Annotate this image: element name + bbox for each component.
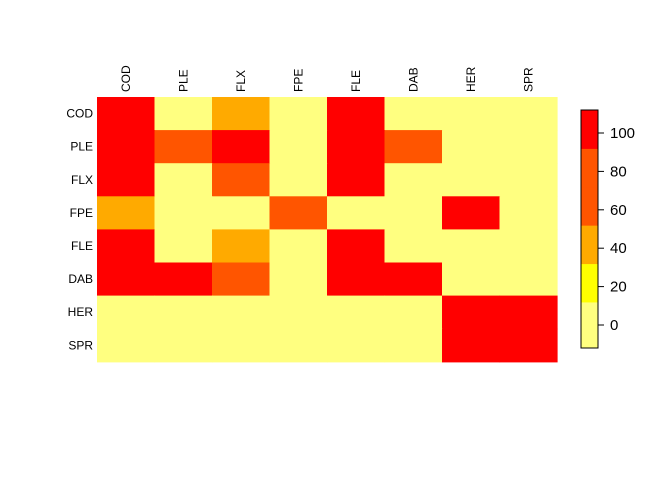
heatmap-cell-fle-ple: [154, 229, 213, 264]
row-label: FPE: [70, 206, 93, 220]
row-label: COD: [66, 107, 93, 121]
legend-tick-label: 60: [610, 202, 627, 219]
heatmap-cell-fpe-flx: [212, 196, 271, 230]
heatmap-cell-spr-fpe: [269, 328, 328, 363]
heatmap-cell-cod-spr: [499, 97, 558, 131]
heatmap-cell-ple-dab: [384, 130, 443, 164]
row-label: FLE: [71, 239, 93, 253]
heatmap-cell-her-fle: [327, 295, 386, 330]
legend-tick-label: 80: [610, 163, 627, 180]
heatmap-cell-fpe-ple: [154, 196, 213, 230]
legend-tick-label: 40: [610, 240, 627, 257]
column-label: FPE: [291, 69, 305, 92]
heatmap-cell-ple-flx: [212, 130, 271, 164]
heatmap-cells: [97, 97, 558, 363]
legend-tick-label: 0: [610, 317, 618, 334]
row-labels: COD PLE FLX FPE FLE DAB HER SPR: [66, 107, 93, 353]
heatmap-cell-fpe-fpe: [269, 196, 328, 230]
column-label: FLX: [234, 70, 248, 92]
heatmap-cell-dab-fle: [327, 262, 386, 297]
legend-tick-label: 20: [610, 279, 627, 296]
heatmap-cell-dab-flx: [212, 262, 271, 297]
heatmap-cell-flx-fpe: [269, 163, 328, 197]
column-label: FLE: [349, 70, 363, 92]
heatmap-cell-ple-fle: [327, 130, 386, 164]
legend-frame: [580, 109, 599, 349]
heatmap-cell-fpe-her: [442, 196, 501, 230]
legend-swatch: [581, 148, 598, 188]
column-label: DAB: [406, 67, 420, 92]
heatmap-cell-cod-fpe: [269, 97, 328, 131]
heatmap-cell-dab-fpe: [269, 262, 328, 297]
heatmap-cell-dab-cod: [97, 262, 156, 297]
heatmap-cell-fpe-fle: [327, 196, 386, 230]
heatmap-cell-fle-fpe: [269, 229, 328, 264]
legend-swatch: [581, 186, 598, 226]
heatmap-cell-her-spr: [499, 295, 558, 330]
heatmap-cell-her-ple: [154, 295, 213, 330]
heatmap-cell-flx-dab: [384, 163, 443, 197]
heatmap-cell-flx-fle: [327, 163, 386, 197]
column-label: SPR: [521, 67, 535, 92]
column-label: PLE: [176, 69, 190, 92]
heatmap-cell-her-dab: [384, 295, 443, 330]
heatmap-cell-ple-her: [442, 130, 501, 164]
heatmap-cell-spr-fle: [327, 328, 386, 363]
heatmap-cell-flx-her: [442, 163, 501, 197]
heatmap-cell-ple-fpe: [269, 130, 328, 164]
heatmap-cell-spr-flx: [212, 328, 271, 363]
column-label: COD: [119, 65, 133, 92]
row-label: HER: [68, 305, 94, 319]
heatmap-cell-fpe-dab: [384, 196, 443, 230]
heatmap-cell-ple-ple: [154, 130, 213, 164]
row-label: SPR: [68, 338, 93, 352]
heatmap-cell-cod-her: [442, 97, 501, 131]
heatmap-cell-flx-flx: [212, 163, 271, 197]
legend-swatch: [581, 225, 598, 265]
heatmap-cell-ple-cod: [97, 130, 156, 164]
heatmap-cell-her-flx: [212, 295, 271, 330]
legend-swatch: [581, 301, 598, 349]
heatmap-cell-fle-cod: [97, 229, 156, 264]
heatmap-cell-fle-flx: [212, 229, 271, 264]
heatmap-cell-cod-dab: [384, 97, 443, 131]
heatmap-cell-cod-ple: [154, 97, 213, 131]
legend-swatch: [581, 110, 598, 149]
heatmap-cell-spr-ple: [154, 328, 213, 363]
heatmap-cell-fle-her: [442, 229, 501, 264]
heatmap-cell-dab-ple: [154, 262, 213, 297]
heatmap-cell-her-fpe: [269, 295, 328, 330]
heatmap-cell-dab-dab: [384, 262, 443, 297]
heatmap-cell-spr-spr: [499, 328, 558, 363]
heatmap-cell-spr-cod: [97, 328, 156, 363]
heatmap-cell-fle-spr: [499, 229, 558, 264]
heatmap-cell-spr-dab: [384, 328, 443, 363]
row-label: DAB: [68, 272, 93, 286]
heatmap-cell-spr-her: [442, 328, 501, 363]
heatmap-cell-flx-ple: [154, 163, 213, 197]
heatmap-cell-ple-spr: [499, 130, 558, 164]
legend-swatch: [581, 263, 598, 303]
row-label: FLX: [71, 173, 93, 187]
heatmap-cell-flx-spr: [499, 163, 558, 197]
row-label: PLE: [70, 140, 93, 154]
heatmap-cell-fle-fle: [327, 229, 386, 264]
heatmap-cell-cod-fle: [327, 97, 386, 131]
heatmap-cell-fpe-spr: [499, 196, 558, 230]
heatmap-cell-dab-spr: [499, 262, 558, 297]
heatmap-cell-her-cod: [97, 295, 156, 330]
color-legend: 0 20 40 60 80 100: [580, 109, 635, 349]
heatmap-cell-cod-flx: [212, 97, 271, 131]
legend-tick-label: 100: [610, 125, 635, 142]
column-labels: COD PLE FLX FPE FLE DAB HER SPR: [119, 65, 535, 92]
heatmap-cell-flx-cod: [97, 163, 156, 197]
heatmap-cell-her-her: [442, 295, 501, 330]
heatmap-cell-dab-her: [442, 262, 501, 297]
heatmap-cell-fpe-cod: [97, 196, 156, 230]
column-label: HER: [464, 66, 478, 92]
heatmap-cell-fle-dab: [384, 229, 443, 264]
heatmap-cell-cod-cod: [97, 97, 156, 131]
